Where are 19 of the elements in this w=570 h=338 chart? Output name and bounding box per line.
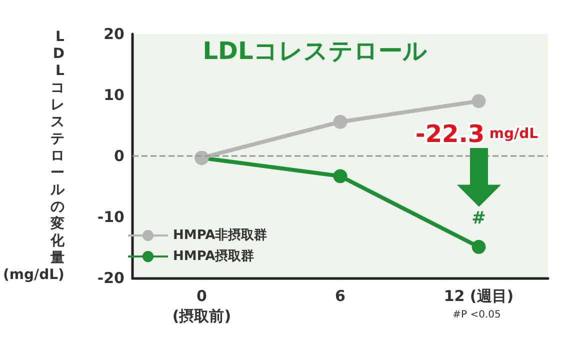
chart-title: LDLコレステロール (202, 37, 428, 65)
annotation: # (472, 208, 486, 228)
legend-label: HMPA非摂取群 (173, 228, 268, 243)
point (333, 169, 348, 184)
legend-label: HMPA摂取群 (173, 249, 254, 264)
annotation: -22.3 mg/dL (415, 120, 538, 148)
text: #P <0.05 (452, 310, 501, 320)
point (472, 94, 486, 108)
text: LDLコレステロールの変化量 (mg/dL) (2, 29, 64, 283)
x-tick-label: 12 (週目) (444, 287, 514, 305)
x-tick-label: 0 (摂取前) (172, 287, 232, 325)
y-tick-label: -20 (97, 269, 124, 287)
x-tick-label: 6 (335, 287, 346, 305)
y-tick-label: -10 (97, 208, 124, 226)
point (472, 240, 486, 254)
point (333, 114, 348, 129)
y-tick-label: 20 (104, 25, 124, 43)
y-tick-label: 10 (104, 86, 124, 104)
y-tick-label: 0 (114, 147, 124, 165)
